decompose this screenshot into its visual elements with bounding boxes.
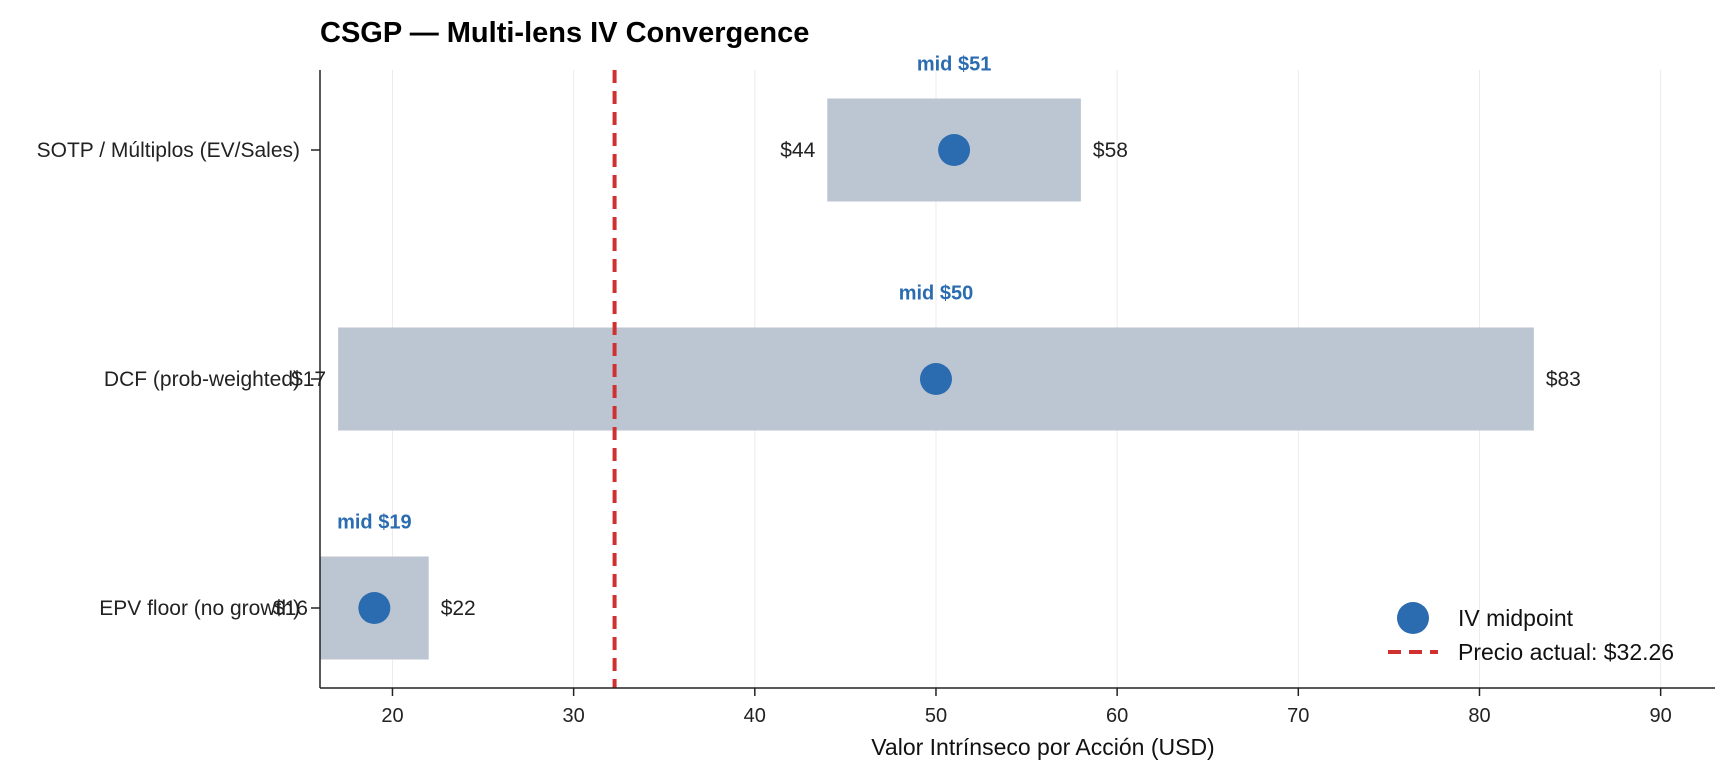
low-label-row-1: $17 — [291, 368, 326, 391]
low-label-row-2: $16 — [273, 597, 308, 620]
midpoint-row-2 — [358, 592, 391, 624]
low-label-row-0: $44 — [780, 139, 815, 162]
x-tick-label-60: 60 — [1106, 705, 1128, 727]
x-tick-label-70: 70 — [1287, 705, 1309, 727]
high-label-row-2: $22 — [441, 597, 476, 620]
y-tick-label-row-0: SOTP / Múltiplos (EV/Sales) — [37, 139, 300, 162]
x-tick-label-40: 40 — [744, 705, 766, 727]
mid-label-row-0: mid $51 — [917, 54, 991, 76]
high-label-row-0: $58 — [1093, 139, 1128, 162]
y-tick-label-row-2: EPV floor (no growth) — [99, 597, 300, 620]
x-tick-label-80: 80 — [1468, 705, 1490, 727]
midpoints — [358, 134, 971, 624]
midpoint-row-0 — [938, 134, 971, 166]
legend-midpoint-marker — [1397, 602, 1429, 634]
mid-label-row-1: mid $50 — [899, 283, 973, 305]
legend: IV midpoint Precio actual: $32.26 — [1388, 602, 1674, 665]
x-tick-label-50: 50 — [925, 705, 947, 727]
legend-entry-midpoint: IV midpoint — [1458, 605, 1574, 631]
mid-label-row-2: mid $19 — [337, 512, 411, 534]
chart-title: CSGP — Multi-lens IV Convergence — [320, 17, 809, 49]
x-tick-label-20: 20 — [381, 705, 403, 727]
x-axis-label: Valor Intrínseco por Acción (USD) — [871, 734, 1214, 760]
value-labels: $44 $58 mid $51 $17 $83 mid $50 $16 $22 mid $19 — [273, 54, 1581, 621]
x-tick-label-90: 90 — [1650, 705, 1672, 727]
midpoint-row-1 — [919, 363, 952, 395]
high-label-row-1: $83 — [1546, 368, 1581, 391]
legend-entry-price: Precio actual: $32.26 — [1458, 639, 1674, 665]
y-tick-label-row-1: DCF (prob-weighted) — [104, 368, 300, 391]
axes: 20 30 40 50 60 70 80 90 SOTP / Múltiplos (EV/Sal… — [37, 70, 1715, 727]
x-tick-label-30: 30 — [563, 705, 585, 727]
